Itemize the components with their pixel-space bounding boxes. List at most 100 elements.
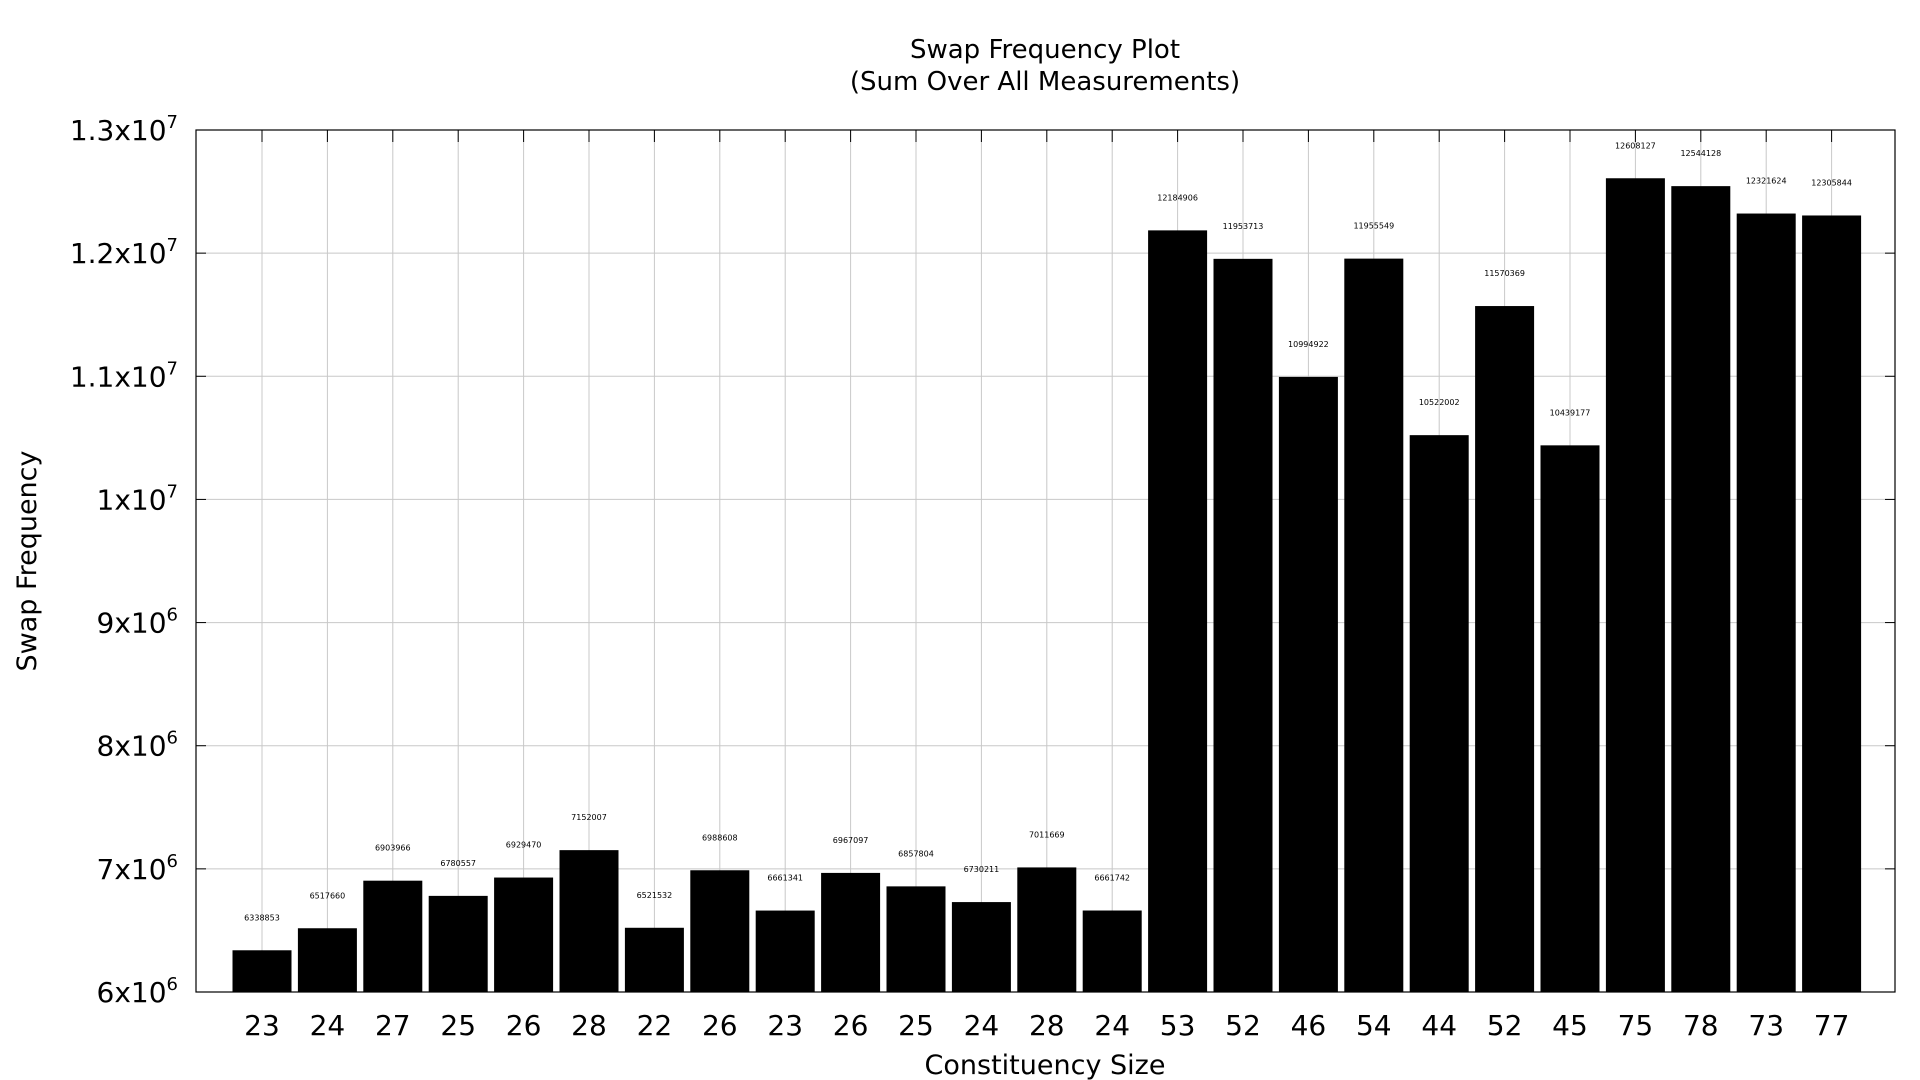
bar <box>1278 376 1338 993</box>
bar-value-label: 10439177 <box>1550 408 1591 417</box>
bar-value-label: 12184906 <box>1157 193 1198 202</box>
bar-value-label: 6903966 <box>375 844 411 853</box>
x-tick-label: 54 <box>1356 1009 1392 1042</box>
y-tick-exponent: 7 <box>167 112 178 133</box>
bar-value-label: 6780557 <box>440 859 476 868</box>
y-tick-mantissa: 9x10 <box>97 607 167 640</box>
x-tick-label: 46 <box>1291 1009 1327 1042</box>
bar <box>1082 910 1142 992</box>
y-tick-exponent: 6 <box>167 605 178 626</box>
y-tick-label: 1.3x107 <box>70 112 178 147</box>
x-tick-label: 75 <box>1618 1009 1654 1042</box>
bar <box>1148 230 1208 993</box>
bar <box>1344 258 1404 992</box>
y-tick-exponent: 6 <box>167 728 178 749</box>
x-tick-label: 25 <box>898 1009 934 1042</box>
chart-subtitle: (Sum Over All Measurements) <box>850 67 1240 97</box>
bar-value-label: 6730211 <box>964 865 1000 874</box>
x-tick-label: 23 <box>767 1009 803 1042</box>
bar-value-label: 12544128 <box>1680 149 1721 158</box>
y-tick-label: 9x106 <box>97 605 178 640</box>
bar-value-label: 10522002 <box>1419 398 1460 407</box>
x-tick-label: 73 <box>1748 1009 1784 1042</box>
bar <box>624 927 684 992</box>
bar <box>886 886 946 992</box>
bar <box>559 850 619 992</box>
x-axis-ticks: 23 24 27 25 26 28 22 26 23 26 25 24 28 24 53 52 46 54 44 52… <box>244 1009 1849 1042</box>
bar <box>951 902 1011 992</box>
bar <box>1540 445 1600 992</box>
x-tick-label: 78 <box>1683 1009 1719 1042</box>
bar-value-label: 6338853 <box>244 913 280 922</box>
x-tick-label: 45 <box>1552 1009 1588 1042</box>
x-tick-label: 28 <box>1029 1009 1065 1042</box>
y-tick-exponent: 7 <box>167 358 178 379</box>
bar <box>1017 867 1077 992</box>
bar-value-labels: 6338853 6517660 6903966 6780557 6929470 71520… <box>244 141 1852 922</box>
plot-frame <box>195 129 1896 993</box>
y-tick-label: 1.1x107 <box>70 358 178 393</box>
y-tick-mantissa: 1x10 <box>97 483 167 516</box>
bar-value-label: 12608127 <box>1615 141 1656 150</box>
x-axis-label: Constituency Size <box>925 1050 1166 1080</box>
x-tick-label: 23 <box>244 1009 280 1042</box>
bar-value-label: 6929470 <box>506 841 542 850</box>
y-tick-mantissa: 1.1x10 <box>70 360 167 393</box>
bar-value-label: 6661742 <box>1094 874 1130 883</box>
bar <box>1213 258 1273 992</box>
bar-value-label: 10994922 <box>1288 340 1329 349</box>
x-tick-label: 44 <box>1421 1009 1457 1042</box>
x-tick-label: 52 <box>1487 1009 1523 1042</box>
bar-value-label: 11955549 <box>1353 222 1394 231</box>
y-tick-mantissa: 1.2x10 <box>70 237 167 270</box>
x-tick-label: 53 <box>1160 1009 1196 1042</box>
y-tick-label: 1.2x107 <box>70 235 178 270</box>
bar <box>821 872 881 992</box>
x-tick-label: 24 <box>310 1009 346 1042</box>
y-tick-mantissa: 7x10 <box>97 853 167 886</box>
chart-title: Swap Frequency Plot <box>910 35 1180 65</box>
bar <box>1671 186 1731 992</box>
bar-value-label: 6661341 <box>767 874 803 883</box>
x-tick-label: 27 <box>375 1009 411 1042</box>
bar <box>232 950 292 992</box>
bar <box>428 895 488 992</box>
x-tick-label: 28 <box>571 1009 607 1042</box>
bar <box>297 928 357 992</box>
y-tick-label: 8x106 <box>97 728 178 763</box>
bar-value-label: 6988608 <box>702 833 738 842</box>
x-tick-label: 26 <box>702 1009 738 1042</box>
x-tick-label: 22 <box>637 1009 673 1042</box>
bar-value-label: 6517660 <box>310 891 346 900</box>
bar <box>1605 178 1665 993</box>
bar <box>1736 213 1796 992</box>
x-tick-label: 24 <box>964 1009 1000 1042</box>
bar <box>1409 435 1469 992</box>
bar-value-label: 6521532 <box>637 891 673 900</box>
bars <box>232 178 1862 993</box>
y-axis-label: Swap Frequency <box>12 451 43 672</box>
y-tick-label: 1x107 <box>97 481 178 516</box>
x-tick-label: 26 <box>506 1009 542 1042</box>
y-tick-mantissa: 8x10 <box>97 730 167 763</box>
y-tick-label: 7x106 <box>97 851 178 886</box>
bar-value-label: 6857804 <box>898 849 934 858</box>
bar-value-label: 7011669 <box>1029 830 1065 839</box>
bar-value-label: 11953713 <box>1223 222 1264 231</box>
y-tick-label: 6x106 <box>97 974 178 1009</box>
y-axis-ticks: 6x1067x1068x1069x1061x1071.1x1071.2x1071… <box>70 112 1895 1009</box>
bar <box>363 880 423 992</box>
y-tick-exponent: 6 <box>167 851 178 872</box>
x-tick-label: 25 <box>440 1009 476 1042</box>
bar-value-label: 7152007 <box>571 813 607 822</box>
x-tick-label: 26 <box>833 1009 869 1042</box>
y-tick-exponent: 6 <box>167 974 178 995</box>
bar <box>1802 215 1862 992</box>
x-tick-label: 52 <box>1225 1009 1261 1042</box>
bar-value-label: 12321624 <box>1746 177 1787 186</box>
y-tick-exponent: 7 <box>167 481 178 502</box>
y-tick-exponent: 7 <box>167 235 178 256</box>
bar <box>755 910 815 992</box>
x-tick-label: 24 <box>1094 1009 1130 1042</box>
